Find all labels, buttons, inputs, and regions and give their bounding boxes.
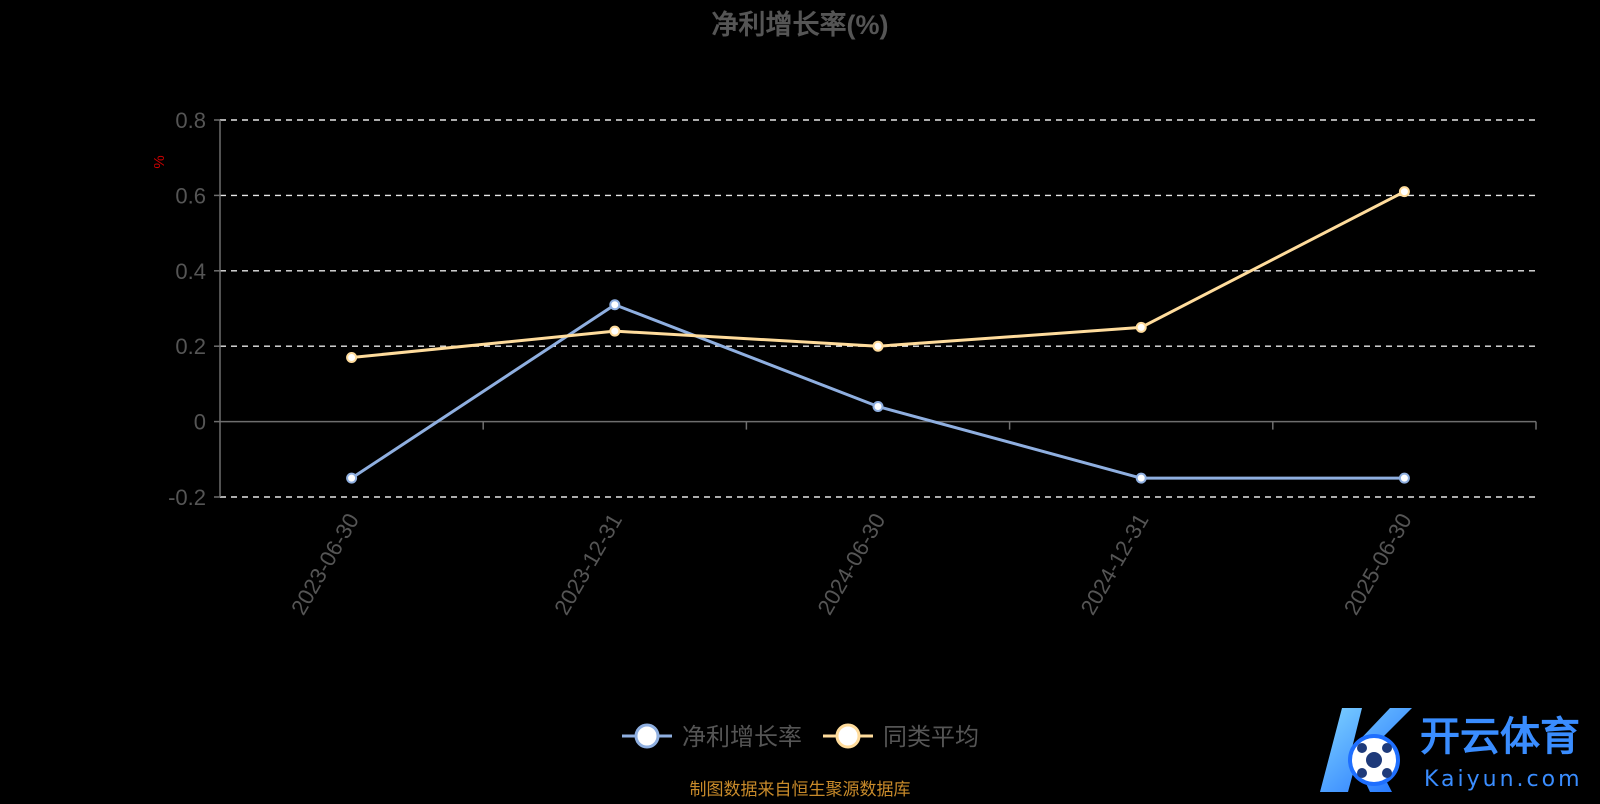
data-point[interactable] [609, 299, 621, 311]
y-axis-unit-label: % [151, 155, 168, 168]
grid-lines [220, 119, 1536, 498]
data-point[interactable] [872, 340, 884, 352]
legend-label: 同类平均 [883, 723, 979, 751]
data-point[interactable] [609, 325, 621, 337]
y-tick-label: 0.2 [175, 334, 206, 359]
data-point[interactable] [872, 401, 884, 413]
data-point[interactable] [1398, 472, 1410, 484]
data-point[interactable] [346, 472, 358, 484]
y-tick-label: 0.6 [175, 183, 206, 208]
y-tick-label: 0 [194, 410, 206, 435]
legend-item-1[interactable]: 净利增长率 [622, 723, 802, 751]
kaiyun-logo-icon: 开云体育 Kaiyun.com [1320, 708, 1583, 792]
data-point[interactable] [1135, 472, 1147, 484]
data-point[interactable] [346, 352, 358, 364]
x-tick-label: 2024-06-30 [812, 509, 890, 619]
x-tick-label: 2024-12-31 [1076, 509, 1154, 619]
x-tick-label: 2025-06-30 [1339, 509, 1417, 619]
legend-label: 净利增长率 [682, 723, 802, 751]
y-tick-label: 0.4 [175, 259, 206, 284]
data-point[interactable] [1398, 186, 1410, 198]
series-lines [346, 186, 1410, 484]
y-tick-label: -0.2 [168, 485, 206, 510]
y-tick-labels: -0.2 0 0.2 0.4 0.6 0.8 [168, 108, 206, 510]
axes [214, 119, 1537, 498]
series-line-1 [350, 303, 1405, 480]
logo-brand-en: Kaiyun.com [1424, 767, 1583, 792]
y-tick-label: 0.8 [175, 108, 206, 133]
legend-item-2[interactable]: 同类平均 [823, 723, 979, 751]
legend-marker [634, 723, 660, 749]
x-tick-label: 2023-12-31 [549, 509, 627, 619]
legend[interactable]: 净利增长率 同类平均 [622, 723, 979, 751]
logo-brand-cn: 开云体育 [1420, 714, 1580, 760]
chart-title: 净利增长率(%) [712, 9, 889, 40]
x-tick-labels: 2023-06-30 2023-12-31 2024-06-30 2024-12-31… [286, 509, 1417, 619]
series-line-2 [351, 190, 1406, 360]
watermark-logo: 开云体育 Kaiyun.com [1312, 700, 1600, 800]
legend-marker [835, 723, 861, 749]
x-tick-label: 2023-06-30 [286, 509, 364, 619]
data-source-note: 制图数据来自恒生聚源数据库 [690, 780, 911, 800]
data-point[interactable] [1135, 321, 1147, 333]
